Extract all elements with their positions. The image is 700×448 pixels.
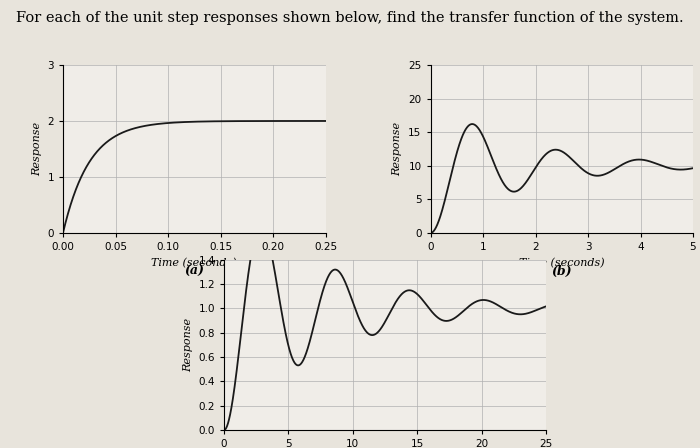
Text: For each of the unit step responses shown below, find the transfer function of t: For each of the unit step responses show… <box>16 11 684 25</box>
Text: (a): (a) <box>184 264 204 278</box>
Text: (b): (b) <box>552 264 572 278</box>
Y-axis label: Response: Response <box>32 122 42 176</box>
X-axis label: Time (seconds): Time (seconds) <box>151 258 237 268</box>
X-axis label: Time (seconds): Time (seconds) <box>519 258 605 268</box>
Y-axis label: Response: Response <box>393 122 402 176</box>
Y-axis label: Response: Response <box>183 318 193 372</box>
